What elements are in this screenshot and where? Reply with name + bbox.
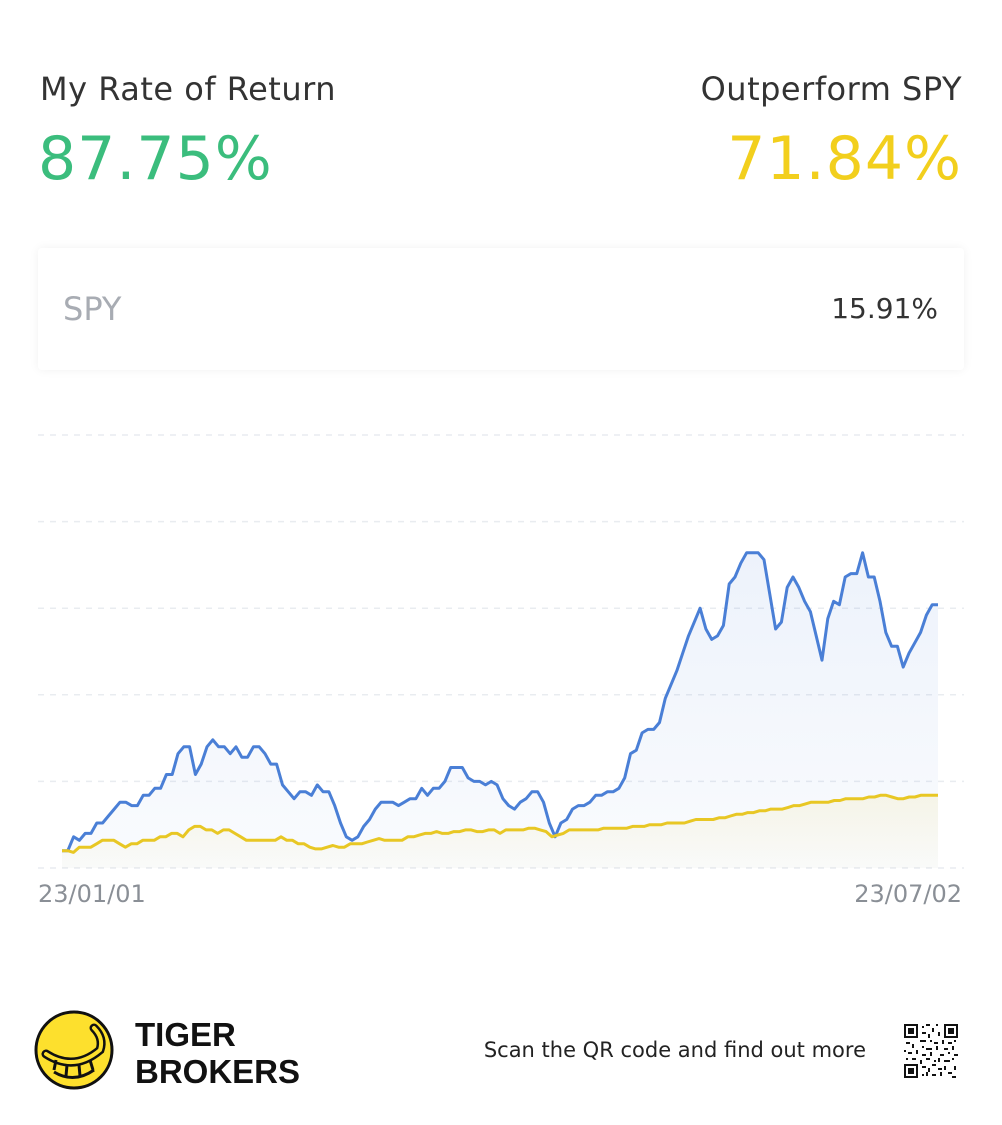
spy-series-line [62,793,938,854]
outperform-label: Outperform SPY [700,70,962,108]
qr-code-icon[interactable] [904,1024,958,1078]
outperform-value: 71.84% [727,124,962,194]
my-return-label: My Rate of Return [40,70,336,108]
brand-line-1: TIGER [135,1016,236,1053]
x-axis-end-label: 23/07/02 [854,880,962,908]
benchmark-card[interactable]: SPY 15.91% [38,248,964,370]
benchmark-value: 15.91% [831,292,938,325]
my-return-value: 87.75% [38,124,273,194]
scan-qr-text: Scan the QR code and find out more [483,1038,866,1062]
return-chart [38,434,964,869]
return-series-line [62,551,938,853]
brand-name: TIGER BROKERS [135,1016,300,1090]
return-series-area [62,552,938,868]
x-axis-start-label: 23/01/01 [38,880,146,908]
benchmark-name: SPY [63,290,122,328]
spy-series-area [62,795,938,868]
brand-line-2: BROKERS [135,1053,301,1090]
tiger-logo-icon [34,1010,114,1090]
